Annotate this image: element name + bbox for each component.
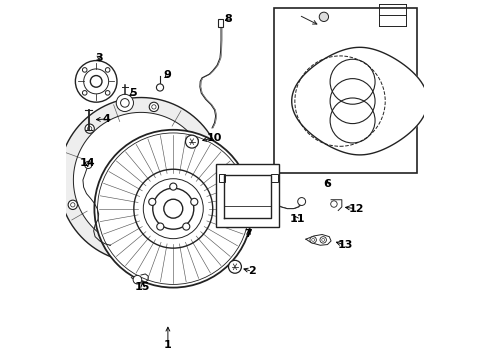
Circle shape	[95, 130, 252, 288]
Circle shape	[157, 223, 164, 230]
Circle shape	[105, 68, 110, 72]
Text: 5: 5	[129, 88, 137, 98]
Circle shape	[191, 198, 198, 206]
Circle shape	[310, 237, 317, 243]
Circle shape	[331, 201, 337, 207]
Circle shape	[164, 199, 183, 218]
Text: 14: 14	[79, 158, 95, 168]
Bar	[271, 174, 278, 182]
Circle shape	[68, 200, 77, 210]
Text: 9: 9	[163, 70, 171, 80]
Text: 4: 4	[103, 114, 111, 124]
Circle shape	[85, 161, 92, 168]
Circle shape	[82, 91, 87, 95]
Circle shape	[152, 105, 156, 109]
Circle shape	[319, 12, 329, 22]
Circle shape	[149, 102, 159, 112]
Polygon shape	[58, 98, 223, 262]
Circle shape	[320, 237, 326, 243]
Circle shape	[90, 76, 102, 87]
Circle shape	[149, 198, 156, 206]
Text: 2: 2	[248, 266, 256, 276]
Circle shape	[75, 60, 117, 102]
Circle shape	[228, 260, 242, 273]
Text: 10: 10	[207, 133, 222, 143]
Circle shape	[88, 126, 92, 131]
Circle shape	[82, 68, 87, 72]
Circle shape	[71, 203, 75, 207]
Circle shape	[105, 91, 110, 95]
Bar	[274, 8, 417, 173]
Polygon shape	[292, 47, 428, 155]
Text: 15: 15	[135, 282, 150, 292]
Text: 3: 3	[95, 53, 103, 63]
Circle shape	[271, 201, 279, 208]
Circle shape	[85, 124, 95, 133]
Circle shape	[183, 223, 190, 230]
Circle shape	[116, 94, 133, 112]
Circle shape	[298, 198, 306, 206]
Text: 6: 6	[323, 179, 331, 189]
Circle shape	[156, 84, 164, 91]
Text: 7: 7	[245, 229, 252, 239]
Circle shape	[170, 183, 177, 190]
Text: 11: 11	[289, 215, 305, 224]
Polygon shape	[306, 234, 331, 245]
Bar	[216, 164, 279, 226]
Text: 13: 13	[338, 240, 353, 250]
Text: 1: 1	[164, 340, 172, 350]
Bar	[219, 174, 225, 182]
Text: 8: 8	[224, 14, 232, 24]
Circle shape	[186, 135, 198, 148]
Bar	[219, 19, 223, 27]
Text: 12: 12	[348, 204, 364, 214]
Circle shape	[133, 275, 142, 284]
